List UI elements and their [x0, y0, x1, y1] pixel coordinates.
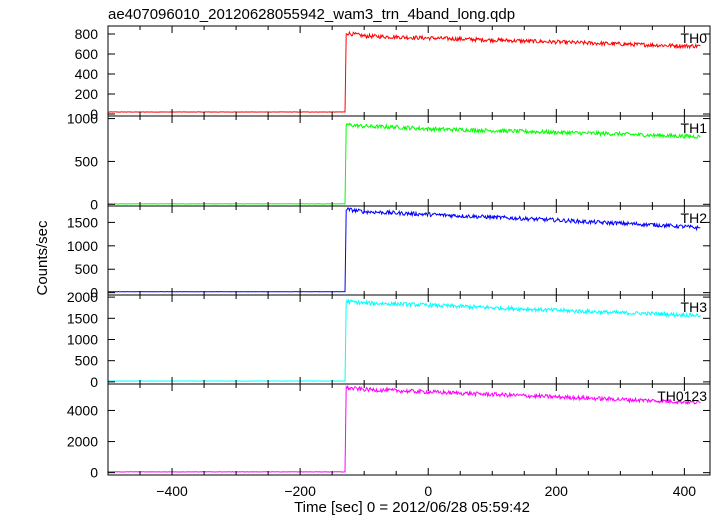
y-tick-label: 800 [75, 26, 99, 42]
y-tick-label: 1500 [67, 310, 98, 326]
series-label-th0: TH0 [681, 30, 708, 46]
series-label-th0123: TH0123 [657, 388, 707, 404]
panel-frame [107, 383, 711, 476]
panel-frame [107, 25, 711, 117]
panel-th0123: 0 2000 4000 TH0123 [67, 383, 711, 481]
x-axis-label: Time [sec] 0 = 2012/06/28 05:59:42 [294, 499, 530, 516]
y-tick-label: 600 [75, 46, 99, 62]
x-tick-label: 400 [673, 483, 697, 499]
series-label-th2: TH2 [681, 210, 708, 226]
x-tick-label: 200 [545, 483, 569, 499]
panel-frame [107, 294, 711, 385]
y-axis-label: Counts/sec [34, 220, 51, 296]
chart-panels: 0 200 400 600 800 TH0 0 500 1000 TH1 0 500 1000 1500 T… [67, 25, 711, 499]
y-tick-label: 1000 [67, 238, 98, 254]
series-th3 [107, 298, 701, 382]
panel-frame [107, 205, 711, 296]
panel-th0: 0 200 400 600 800 TH0 [75, 25, 711, 122]
x-tick-label: −200 [284, 483, 316, 499]
y-tick-label: 400 [75, 66, 99, 82]
y-tick-label: 0 [90, 285, 98, 301]
y-tick-label: 0 [90, 196, 98, 212]
y-tick-label: 4000 [67, 402, 98, 418]
x-tick-label: 0 [424, 483, 432, 499]
y-tick-label: 1000 [67, 111, 98, 127]
series-th0123 [107, 384, 701, 473]
series-th0 [107, 30, 701, 113]
y-tick-label: 1000 [67, 332, 98, 348]
y-tick-label: 200 [75, 86, 99, 102]
y-tick-label: 500 [75, 353, 99, 369]
y-tick-label: 0 [90, 106, 98, 122]
y-tick-label: 0 [90, 374, 98, 390]
series-label-th1: TH1 [681, 120, 708, 136]
y-tick-label: 0 [90, 465, 98, 481]
y-tick-label: 500 [75, 261, 99, 277]
y-tick-label: 500 [75, 153, 99, 169]
chart-title: ae407096010_20120628055942_wam3_trn_4ban… [108, 6, 515, 23]
y-tick-label: 1500 [67, 214, 98, 230]
panel-frame [107, 115, 711, 207]
series-label-th3: TH3 [681, 299, 708, 315]
panel-th2: 0 500 1000 1500 TH2 [67, 205, 711, 301]
series-th2 [108, 207, 701, 293]
panel-th3: 0 500 1000 1500 2000 TH3 [67, 289, 711, 390]
panel-th1: 0 500 1000 TH1 [67, 111, 711, 212]
y-tick-label: 2000 [67, 434, 98, 450]
y-tick-label: 2000 [67, 289, 98, 305]
series-th1 [107, 122, 701, 205]
x-tick-label: −400 [156, 483, 188, 499]
